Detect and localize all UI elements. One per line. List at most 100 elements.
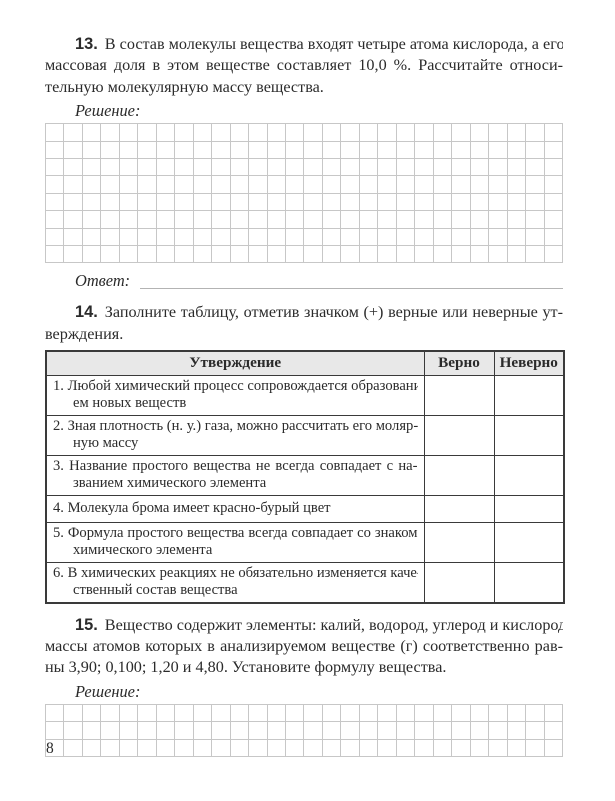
grid-cell	[378, 193, 397, 212]
grid-cell	[64, 159, 83, 177]
grid-cell	[433, 159, 453, 177]
statement-3-line-1: 3. Название простого вещества не всегда …	[53, 457, 418, 474]
grid-cell	[46, 722, 65, 740]
table-row-2: 2. Зная плотность (н. у.) газа, можно ра…	[45, 414, 565, 456]
grid-cell	[46, 704, 65, 723]
grid-cell	[64, 245, 83, 264]
grid-cell	[193, 245, 213, 264]
grid-cell	[507, 739, 527, 758]
grid-cell	[175, 739, 194, 758]
grid-cell	[341, 704, 360, 723]
grid-cell	[341, 124, 360, 142]
grid-cell	[175, 245, 194, 264]
grid-cell	[249, 722, 268, 740]
grid-cell	[470, 176, 490, 194]
grid-cell	[415, 228, 434, 246]
grid-cell	[267, 228, 287, 246]
grid-cell	[101, 228, 120, 246]
false-mark-cell-2	[493, 414, 565, 456]
grid-cell	[156, 159, 176, 177]
grid-cell	[452, 193, 471, 212]
grid-cell	[82, 704, 102, 723]
grid-cell	[452, 704, 471, 723]
grid-cell	[489, 124, 508, 142]
grid-cell	[378, 124, 397, 142]
statement-cell-3: 3. Название простого вещества не всегда …	[45, 454, 425, 496]
page-number: 8	[46, 740, 54, 757]
grid-cell	[119, 141, 139, 159]
grid-cell	[249, 211, 268, 229]
problem-15-text-line-1: 15. Вещество содержит элементы: калий, во…	[45, 615, 563, 636]
grid-cell	[470, 124, 490, 142]
grid-cell	[304, 159, 323, 177]
grid-cell	[433, 722, 453, 740]
grid-cell	[230, 722, 250, 740]
grid-cell	[322, 704, 342, 723]
grid-cell	[138, 722, 157, 740]
grid-cell	[359, 141, 379, 159]
grid-cell	[286, 245, 305, 264]
grid-cell	[138, 228, 157, 246]
grid-cell	[249, 193, 268, 212]
grid-cell	[138, 193, 157, 212]
table-row-4: 4. Молекула брома имеет красно-бурый цве…	[45, 494, 565, 523]
table-row-5: 5. Формула простого вещества всегда совп…	[45, 521, 565, 563]
statement-2-line-1: 2. Зная плотность (н. у.) газа, можно ра…	[53, 417, 418, 434]
statement-1-line-2: ем новых веществ	[73, 395, 187, 412]
grid-cell	[304, 739, 323, 758]
grid-cell	[230, 228, 250, 246]
grid-cell	[175, 704, 194, 723]
grid-cell	[119, 228, 139, 246]
grid-cell	[507, 141, 527, 159]
grid-cell	[64, 704, 83, 723]
grid-cell	[359, 722, 379, 740]
grid-cell	[470, 704, 490, 723]
grid-cell	[175, 211, 194, 229]
grid-cell	[378, 722, 397, 740]
false-mark-cell-5	[493, 521, 565, 563]
grid-cell	[359, 211, 379, 229]
grid-cell	[286, 141, 305, 159]
true-mark-cell-4	[423, 494, 495, 523]
grid-cell	[267, 704, 287, 723]
grid-cell	[212, 141, 231, 159]
problem-13-line-1-text: В состав молекулы вещества входят четыре…	[104, 35, 563, 53]
grid-cell	[249, 739, 268, 758]
grid-cell	[46, 176, 65, 194]
grid-cell	[452, 159, 471, 177]
grid-cell	[415, 722, 434, 740]
true-mark-cell-6	[423, 561, 495, 604]
problem-13: 13. В состав молекулы вещества входят чет…	[45, 34, 563, 291]
grid-cell	[101, 245, 120, 264]
grid-cell	[544, 228, 563, 246]
grid-cell	[544, 141, 563, 159]
grid-cell	[470, 193, 490, 212]
grid-cell	[101, 124, 120, 142]
grid-cell	[544, 245, 563, 264]
grid-cell	[212, 704, 231, 723]
grid-cell	[82, 176, 102, 194]
grid-cell	[138, 124, 157, 142]
grid-cell	[230, 193, 250, 212]
grid-cell	[156, 124, 176, 142]
grid-cell	[489, 228, 508, 246]
grid-cell	[415, 704, 434, 723]
grid-cell	[359, 245, 379, 264]
grid-cell	[212, 228, 231, 246]
grid-cell	[544, 124, 563, 142]
grid-cell	[119, 193, 139, 212]
grid-cell	[46, 124, 65, 142]
grid-cell	[101, 704, 120, 723]
problem-15-text-line-2: массы атомов которых в анализируемом вещ…	[45, 637, 563, 656]
grid-cell	[322, 211, 342, 229]
grid-cell	[322, 141, 342, 159]
grid-cell	[286, 193, 305, 212]
grid-cell	[64, 228, 83, 246]
grid-cell	[396, 739, 416, 758]
grid-cell	[138, 211, 157, 229]
grid-cell	[507, 722, 527, 740]
grid-cell	[489, 739, 508, 758]
grid-cell	[304, 228, 323, 246]
grid-cell	[304, 722, 323, 740]
